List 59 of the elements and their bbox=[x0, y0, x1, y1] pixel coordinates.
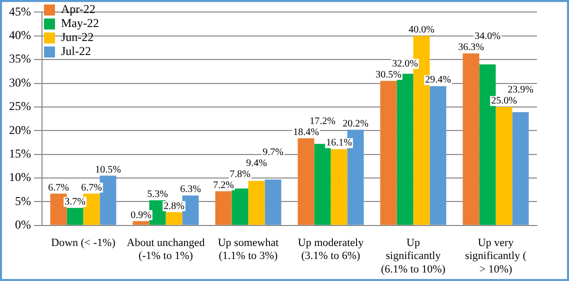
y-tick-label: 20% bbox=[8, 122, 31, 137]
bar bbox=[462, 53, 480, 225]
bar bbox=[264, 179, 282, 225]
y-tick-label: 15% bbox=[8, 146, 31, 160]
data-label: 36.3% bbox=[458, 42, 484, 54]
data-label: 0.9% bbox=[130, 210, 152, 221]
data-label: 7.2% bbox=[213, 180, 234, 191]
y-tick-label: 40% bbox=[8, 28, 31, 42]
data-label: 17.2% bbox=[310, 116, 336, 127]
legend-label: Jul-22 bbox=[60, 44, 91, 58]
data-label: 2.8% bbox=[164, 200, 184, 212]
x-tick-label: Up moderately (3.1% to 6%) bbox=[298, 236, 364, 262]
bar bbox=[215, 191, 232, 225]
data-label: 16.1% bbox=[326, 138, 352, 149]
y-tick-label: 45% bbox=[8, 4, 31, 18]
bar bbox=[430, 86, 446, 225]
data-label: 18.4% bbox=[293, 126, 319, 138]
data-label: 5.3% bbox=[147, 188, 168, 200]
y-tick-label: 30% bbox=[8, 75, 31, 90]
data-label: 30.5% bbox=[376, 70, 402, 81]
data-label: 23.9% bbox=[508, 84, 534, 96]
bar bbox=[66, 208, 84, 225]
x-tick-label: Up somewhat (1.1% to 3%) bbox=[218, 236, 279, 262]
x-tick-label: Up significantly (6.1% to 10%) bbox=[381, 236, 446, 276]
y-tick-label: 25% bbox=[8, 99, 31, 114]
data-label: 10.5% bbox=[95, 164, 121, 176]
y-tick-label: 10% bbox=[8, 170, 31, 184]
data-label: 20.2% bbox=[342, 118, 368, 130]
legend-label: Apr-22 bbox=[60, 2, 96, 16]
bar bbox=[50, 194, 67, 225]
bar bbox=[132, 221, 150, 225]
data-label: 9.7% bbox=[262, 146, 284, 158]
data-label: 25.0% bbox=[491, 96, 517, 107]
bar bbox=[330, 149, 348, 225]
data-label: 3.7% bbox=[64, 196, 86, 208]
legend-label: Jun-22 bbox=[60, 30, 94, 44]
y-tick-label: 5% bbox=[14, 194, 31, 208]
data-label: 6.3% bbox=[180, 184, 201, 196]
data-label: 40.0% bbox=[408, 24, 434, 36]
bar bbox=[248, 180, 265, 225]
data-label: 29.4% bbox=[425, 74, 451, 86]
bar bbox=[380, 80, 397, 225]
bar bbox=[166, 212, 182, 225]
data-label: 7.8% bbox=[230, 168, 250, 180]
x-tick-label: Down (< -1%) bbox=[51, 236, 116, 249]
x-tick-label: Up very significantly ( > 10%) bbox=[465, 236, 527, 276]
data-label: 6.7% bbox=[48, 182, 69, 194]
legend-label: May-22 bbox=[60, 16, 99, 30]
bar bbox=[512, 112, 529, 225]
data-label: 34.0% bbox=[474, 31, 500, 42]
bar bbox=[232, 188, 248, 225]
bar bbox=[298, 138, 314, 225]
data-label: 9.4% bbox=[246, 158, 267, 169]
y-tick-label: 0% bbox=[14, 218, 31, 232]
data-label: 32.0% bbox=[392, 58, 418, 70]
data-label: 6.7% bbox=[81, 182, 102, 194]
x-tick-label: About unchanged (-1% to 1%) bbox=[126, 236, 206, 262]
bar bbox=[496, 106, 512, 225]
y-tick-label: 35% bbox=[8, 52, 31, 66]
